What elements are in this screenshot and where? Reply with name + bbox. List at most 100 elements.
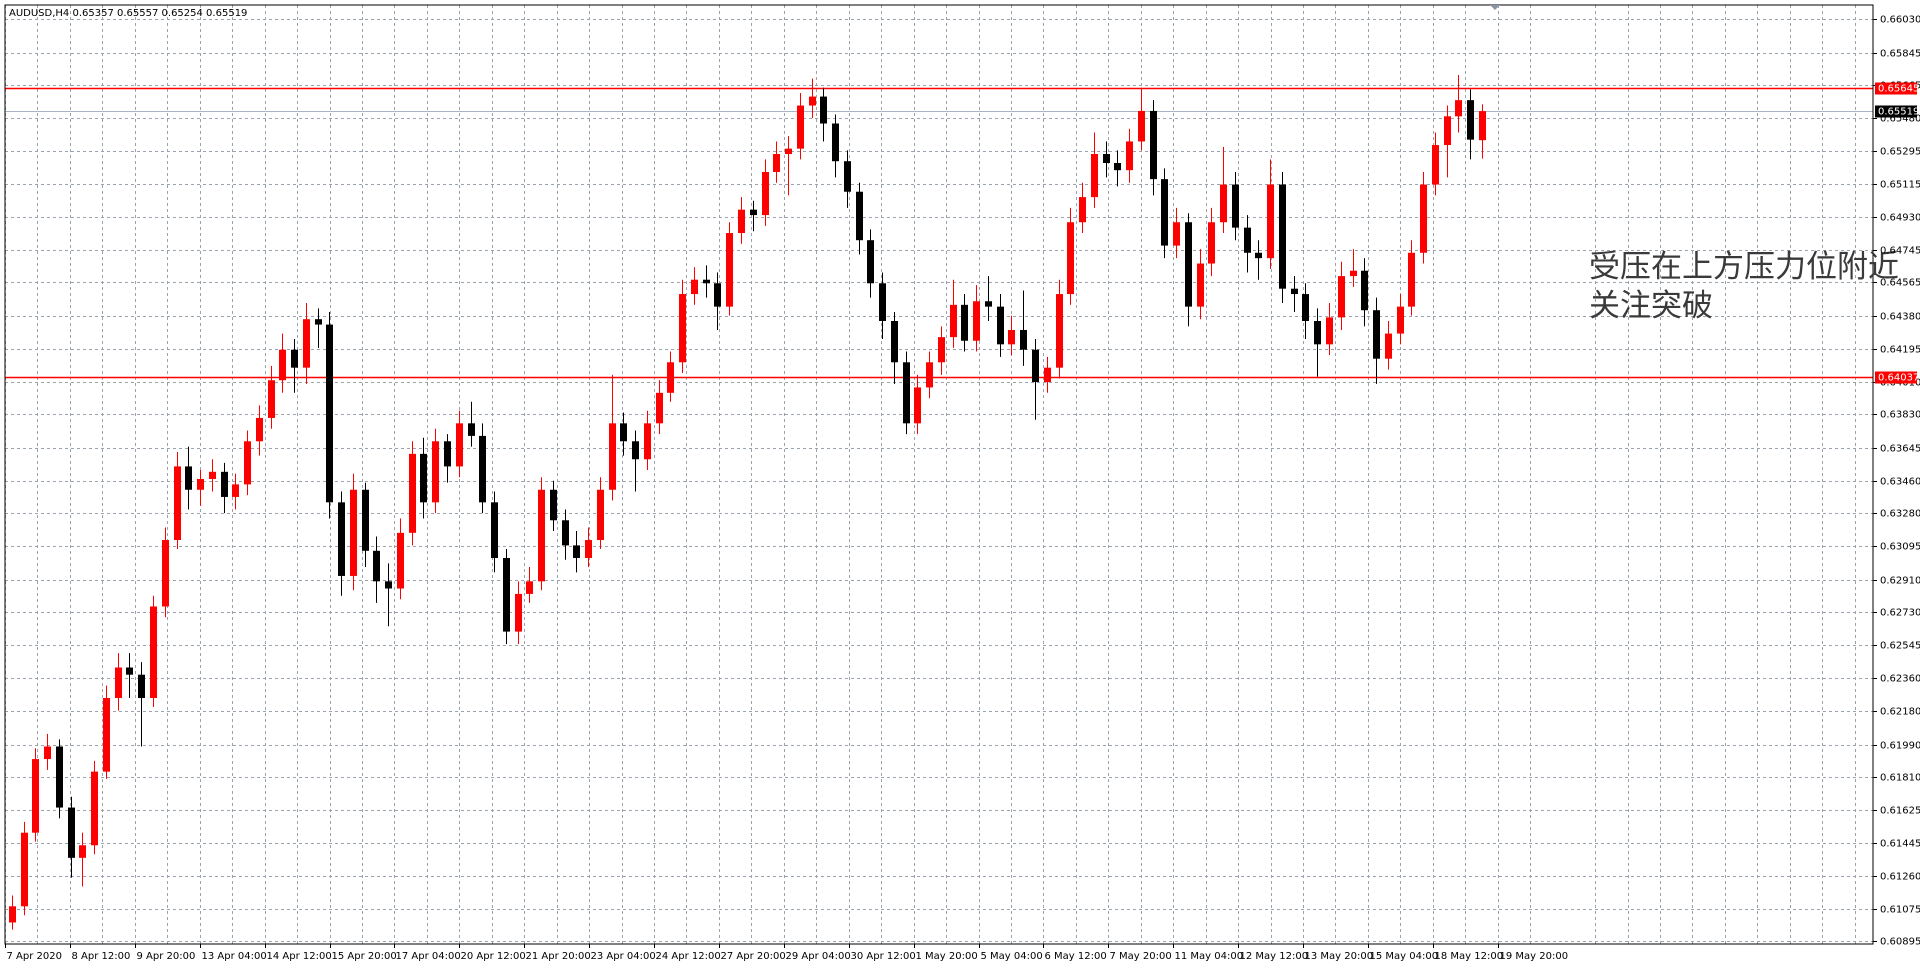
x-tick-label: 20 Apr 12:00 bbox=[461, 951, 526, 962]
candle-body bbox=[1008, 329, 1015, 345]
candle-body bbox=[820, 96, 827, 124]
candle-body bbox=[1138, 110, 1145, 142]
y-tick-label: 0.64565 bbox=[1880, 278, 1920, 289]
candle-body bbox=[1056, 294, 1063, 368]
x-tick-label: 13 May 20:00 bbox=[1305, 951, 1374, 962]
candle-body bbox=[209, 471, 216, 479]
axes: 0.60895 0.61075 0.61260 0.61445 0.61625 0.618… bbox=[5, 15, 1920, 962]
candle-body bbox=[256, 417, 263, 442]
candle-body bbox=[620, 423, 627, 442]
candle-body bbox=[303, 319, 310, 368]
candle-body bbox=[879, 283, 886, 321]
candle-body bbox=[538, 489, 545, 582]
candle-body bbox=[656, 392, 663, 424]
y-tick-label: 0.61810 bbox=[1880, 773, 1920, 784]
candle-body bbox=[773, 154, 780, 172]
candle-body bbox=[1291, 288, 1298, 295]
candle-body bbox=[550, 489, 557, 521]
candle-body bbox=[373, 550, 380, 582]
candle-body bbox=[973, 301, 980, 341]
x-tick-label: 29 Apr 04:00 bbox=[786, 951, 851, 962]
candle-body bbox=[221, 471, 228, 497]
candle-body bbox=[1032, 349, 1039, 383]
candle-body bbox=[609, 423, 616, 490]
annotation-line: 关注突破 bbox=[1589, 288, 1713, 324]
candle-body bbox=[1267, 184, 1274, 259]
candle-body bbox=[1479, 111, 1486, 141]
candle-body bbox=[1361, 270, 1368, 311]
candle-body bbox=[315, 319, 322, 325]
x-tick-label: 15 May 04:00 bbox=[1370, 951, 1439, 962]
candle-body bbox=[21, 832, 28, 907]
x-tick-label: 7 May 20:00 bbox=[1110, 951, 1172, 962]
x-tick-label: 24 Apr 12:00 bbox=[656, 951, 721, 962]
candle-body bbox=[985, 301, 992, 307]
candle-body bbox=[1208, 222, 1215, 264]
annotation-line: 受压在上方压力位附近 bbox=[1589, 249, 1899, 285]
candle-body bbox=[714, 283, 721, 307]
candle-body bbox=[914, 387, 921, 424]
candle-body bbox=[762, 171, 769, 216]
x-tick-label: 30 Apr 12:00 bbox=[851, 951, 916, 962]
price-box bbox=[1875, 82, 1917, 95]
y-tick-label: 0.64195 bbox=[1880, 345, 1920, 356]
x-tick-label: 11 May 04:00 bbox=[1175, 951, 1244, 962]
candle-body bbox=[362, 489, 369, 551]
candle-body bbox=[279, 349, 286, 381]
candle-body bbox=[750, 209, 757, 216]
y-tick-label: 0.62180 bbox=[1880, 707, 1920, 718]
candle-body bbox=[1455, 100, 1462, 117]
x-tick-label: 23 Apr 04:00 bbox=[591, 951, 656, 962]
candle-body bbox=[44, 746, 51, 760]
candle-body bbox=[115, 667, 122, 699]
candle-body bbox=[444, 441, 451, 467]
candle-body bbox=[56, 746, 63, 808]
candle-body bbox=[632, 441, 639, 460]
candle-body bbox=[185, 466, 192, 490]
candle-body bbox=[1302, 294, 1309, 321]
candle-body bbox=[1255, 252, 1262, 259]
candle-body bbox=[562, 520, 569, 546]
candle-body bbox=[844, 161, 851, 192]
candle-body bbox=[1432, 145, 1439, 185]
candle-body bbox=[491, 502, 498, 558]
candle-body bbox=[703, 279, 710, 284]
candle-body bbox=[1397, 306, 1404, 334]
x-tick-label: 12 May 12:00 bbox=[1240, 951, 1309, 962]
candle-body bbox=[726, 233, 733, 307]
candle-body bbox=[91, 771, 98, 846]
x-tick-label: 1 May 20:00 bbox=[916, 951, 978, 962]
candle-body bbox=[420, 453, 427, 503]
y-tick-label: 0.61075 bbox=[1880, 905, 1920, 916]
candle-body bbox=[1220, 184, 1227, 223]
candle-body bbox=[1338, 276, 1345, 318]
candle-body bbox=[1044, 367, 1051, 383]
candle-body bbox=[1197, 263, 1204, 307]
candle-body bbox=[68, 807, 75, 858]
candle-body bbox=[1126, 141, 1133, 171]
candle-body bbox=[832, 123, 839, 162]
candle-body bbox=[738, 209, 745, 234]
candle-body bbox=[797, 105, 804, 149]
candle-body bbox=[503, 557, 510, 632]
grid bbox=[5, 5, 1873, 944]
price-box bbox=[1875, 105, 1917, 118]
candle-body bbox=[1467, 100, 1474, 140]
candle-body bbox=[597, 489, 604, 541]
y-tick-label: 0.65115 bbox=[1880, 180, 1920, 191]
candle-body bbox=[162, 540, 169, 607]
price-box bbox=[1875, 371, 1917, 384]
candle-body bbox=[1173, 222, 1180, 246]
y-tick-label: 0.63830 bbox=[1880, 410, 1920, 421]
candle-body bbox=[1232, 184, 1239, 228]
candle-body bbox=[350, 489, 357, 576]
y-tick-label: 0.64930 bbox=[1880, 213, 1920, 224]
candle-body bbox=[174, 466, 181, 541]
y-tick-label: 0.65845 bbox=[1880, 49, 1920, 60]
candle-body bbox=[479, 435, 486, 503]
y-tick-label: 0.62730 bbox=[1880, 608, 1920, 619]
candle-body bbox=[32, 759, 39, 833]
x-tick-label: 17 Apr 04:00 bbox=[396, 951, 461, 962]
candle-body bbox=[585, 540, 592, 558]
